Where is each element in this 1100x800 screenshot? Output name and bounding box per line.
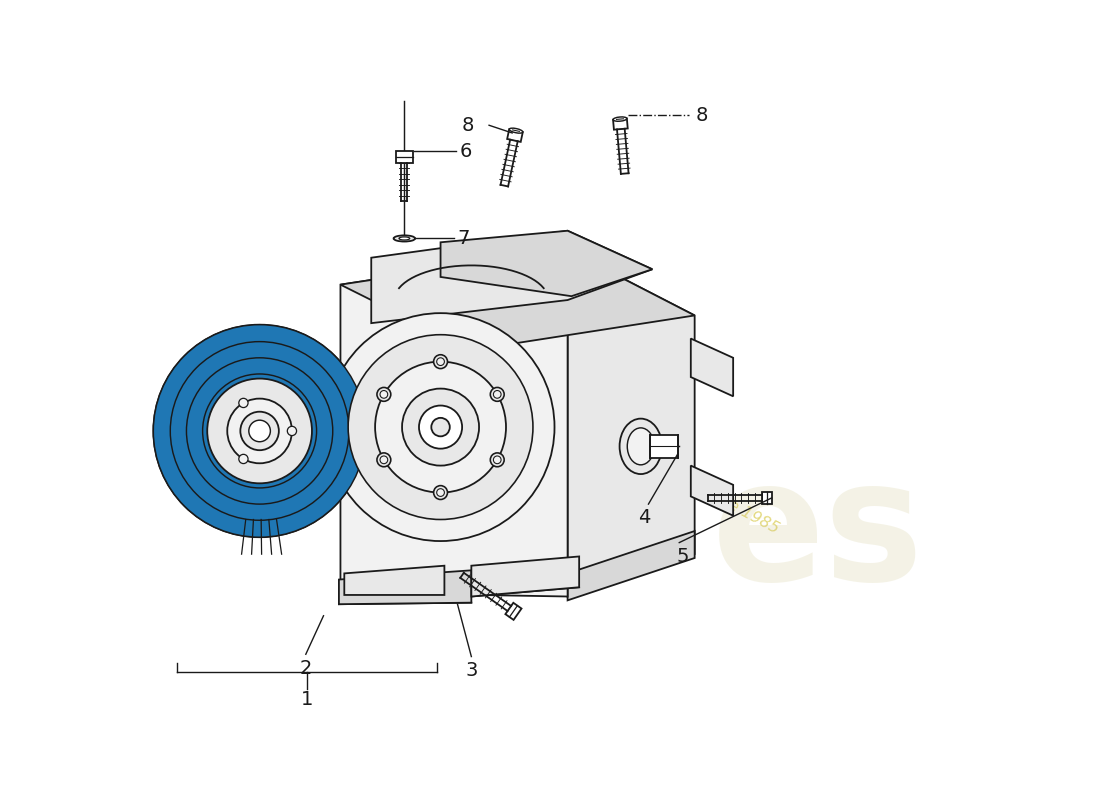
Text: 7: 7	[458, 229, 470, 248]
Circle shape	[153, 325, 366, 538]
Circle shape	[202, 374, 317, 488]
Circle shape	[379, 456, 387, 464]
Circle shape	[239, 454, 248, 463]
Circle shape	[377, 453, 390, 466]
Ellipse shape	[509, 128, 522, 133]
Text: es: es	[712, 454, 924, 617]
Polygon shape	[505, 602, 521, 620]
Circle shape	[494, 456, 502, 464]
Text: 1: 1	[300, 690, 313, 709]
Circle shape	[375, 362, 506, 493]
Ellipse shape	[627, 428, 654, 465]
Circle shape	[249, 420, 271, 442]
Text: 3: 3	[465, 661, 477, 680]
Circle shape	[494, 390, 502, 398]
Circle shape	[348, 334, 534, 519]
Polygon shape	[372, 230, 652, 323]
Text: 4: 4	[638, 509, 651, 527]
Ellipse shape	[399, 237, 409, 240]
Circle shape	[491, 387, 504, 402]
Polygon shape	[507, 130, 522, 142]
Polygon shape	[341, 250, 568, 597]
Circle shape	[431, 418, 450, 436]
Polygon shape	[650, 435, 678, 458]
Text: a passion for parts since 1985: a passion for parts since 1985	[561, 410, 782, 537]
Text: 5: 5	[676, 547, 690, 566]
Ellipse shape	[613, 117, 627, 122]
Circle shape	[187, 358, 332, 504]
Circle shape	[228, 398, 292, 463]
Text: 8: 8	[461, 116, 474, 134]
Circle shape	[437, 358, 444, 366]
Circle shape	[377, 387, 390, 402]
Polygon shape	[568, 250, 695, 597]
Circle shape	[153, 325, 366, 538]
Circle shape	[239, 398, 249, 407]
Polygon shape	[691, 466, 733, 516]
Polygon shape	[440, 230, 652, 296]
Circle shape	[327, 313, 554, 541]
Ellipse shape	[619, 418, 662, 474]
Polygon shape	[761, 492, 772, 504]
Text: 8: 8	[695, 106, 707, 125]
Polygon shape	[613, 118, 628, 130]
Polygon shape	[339, 570, 472, 604]
Polygon shape	[344, 566, 444, 595]
Circle shape	[419, 406, 462, 449]
Circle shape	[287, 426, 297, 435]
Polygon shape	[396, 151, 412, 163]
Circle shape	[491, 453, 504, 466]
Polygon shape	[341, 250, 695, 350]
Polygon shape	[691, 338, 733, 396]
Circle shape	[241, 412, 279, 450]
Circle shape	[433, 486, 448, 499]
Circle shape	[403, 389, 480, 466]
Circle shape	[207, 378, 312, 483]
Circle shape	[437, 489, 444, 496]
Polygon shape	[568, 531, 695, 600]
Text: 6: 6	[460, 142, 472, 161]
Circle shape	[379, 390, 387, 398]
Ellipse shape	[394, 235, 415, 242]
Circle shape	[170, 342, 349, 520]
Circle shape	[433, 354, 448, 369]
Polygon shape	[472, 557, 580, 597]
Text: 2: 2	[299, 658, 312, 678]
